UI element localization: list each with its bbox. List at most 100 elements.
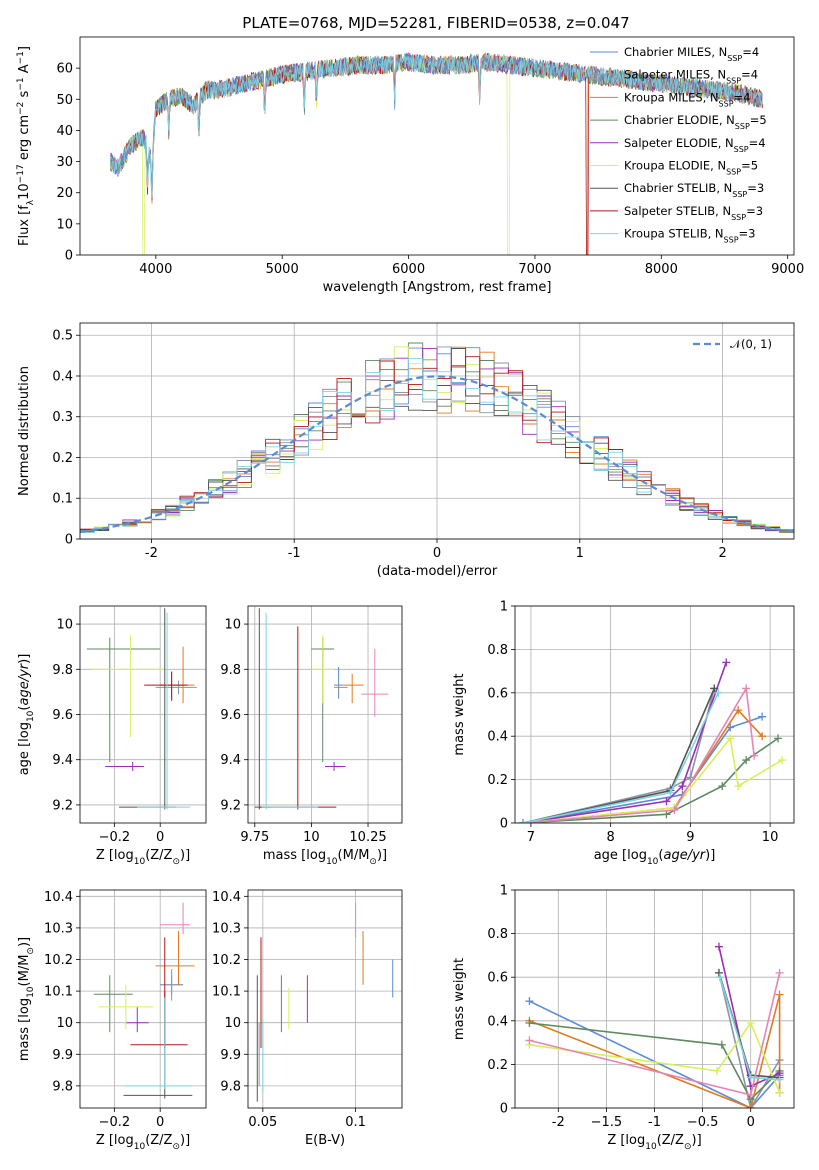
data-point-marker [726, 734, 735, 743]
spectrum-panel: 4000 5000 6000 7000 8000 9000 0 10 20 30 40 50 60 wav… [16, 36, 804, 295]
label-part: Salpeter MILES, N [624, 68, 726, 82]
x-axis-label: age [log10(age/yr)] [594, 848, 716, 867]
figure-title: PLATE=0768, MJD=52281, FIBERID=0538, z=0… [242, 14, 629, 32]
y-axis-label: Normed distribution [17, 366, 32, 496]
label-part: Salpeter STELIB, N [624, 204, 731, 218]
data-point-marker [775, 990, 784, 999]
data-point-marker [746, 1104, 755, 1108]
axes-frame [247, 605, 403, 824]
mass-weight-vs-Z-panel: -2 −1.5 -1 −0.5 0 0 0.2 0.4 0.6 0.8 1 Z [log10(Z/Z⊙… [452, 884, 795, 1152]
y-tick-label: 0.2 [487, 773, 508, 788]
legend-entry: Salpeter MILES, NSSP=4 [624, 68, 758, 86]
x-tick-label: 8000 [645, 262, 678, 277]
errorbar-point [361, 648, 389, 717]
label-part: Z [log [96, 848, 134, 863]
label-part: )] [17, 654, 32, 664]
x-tick-label: 10.25 [349, 830, 386, 845]
axes-frame [79, 36, 795, 256]
y-tick-label: 10.2 [212, 953, 241, 968]
data-point-marker [714, 688, 723, 697]
errorbar-point [311, 635, 335, 704]
label-part: ⊙ [172, 1142, 180, 1152]
y-tick-label: 0.8 [487, 927, 508, 942]
legend-entry: Chabrier STELIB, NSSP=3 [624, 181, 764, 199]
data-point-marker [758, 732, 767, 741]
errorbar-point [137, 612, 190, 810]
data-point-marker [714, 968, 723, 977]
data-point-marker [670, 805, 679, 814]
label-part: mass [log [263, 848, 326, 863]
data-point-marker [758, 712, 767, 721]
label-part: 10 [17, 183, 32, 200]
data-point-marker [734, 706, 743, 715]
y-tick-label: 10.1 [212, 985, 241, 1000]
data-point-marker [662, 810, 671, 819]
x-tick-label: 0 [156, 1115, 164, 1130]
spectrum-line-1 [109, 54, 763, 198]
y-tick-label: 9.4 [52, 753, 73, 768]
series-line-0 [529, 1000, 781, 1108]
label-part: (Z/Z [145, 848, 172, 863]
plots-container: 4000 5000 6000 7000 8000 90000102030405060wav… [16, 36, 804, 1152]
axes-frame [514, 605, 795, 824]
errorbar-point [123, 997, 193, 1090]
x-tick-label: 2 [718, 546, 726, 561]
legend-entry: Kroupa MILES, NSSP=4 [624, 90, 750, 108]
label-part: Flux [f [17, 205, 32, 246]
label-part: −1 [16, 51, 26, 64]
y-tick-label: 10 [224, 618, 241, 633]
y-axis-label: mass weight [452, 673, 467, 755]
data-point-marker [715, 973, 724, 982]
label-part: )] [705, 848, 715, 863]
label-part: age/yr [663, 848, 706, 863]
errorbar-point [98, 984, 154, 1030]
legend-entry: Kroupa STELIB, NSSP=3 [624, 227, 755, 245]
errorbar-point [118, 608, 177, 810]
y-tick-label: 0.8 [487, 643, 508, 658]
label-part: SSP [731, 212, 746, 221]
label-part: )] [377, 848, 387, 863]
label-part: SSP [724, 235, 739, 244]
plot-area [80, 342, 794, 535]
label-part: Kroupa ELODIE, N [624, 159, 726, 173]
label-part: =4 [734, 90, 751, 104]
series-line-5 [529, 1021, 781, 1094]
y-tick-label: 0 [500, 817, 508, 832]
data-point-marker [718, 782, 727, 791]
x-axis-label: (data-model)/error [377, 564, 498, 579]
data-point-marker [713, 1066, 722, 1075]
y-tick-label: 1 [500, 884, 508, 899]
label-part: Kroupa MILES, N [624, 90, 719, 104]
errorbar-point [160, 968, 184, 1001]
data-point-marker [778, 756, 787, 765]
axes-frame [79, 605, 207, 824]
y-tick-label: 0.6 [487, 686, 508, 701]
x-tick-label: −1.5 [591, 1115, 623, 1130]
y-tick-label: 9.9 [52, 1048, 73, 1063]
data-point-marker [734, 782, 743, 791]
label-part: ⊙ [172, 857, 180, 867]
label-part: =4 [741, 68, 758, 82]
label-part: )] [180, 848, 190, 863]
x-axis-label: mass [log10(M/M⊙)] [263, 848, 387, 867]
y-tick-label: 20 [56, 186, 73, 201]
label-part: SSP [719, 99, 734, 108]
label-part: =5 [750, 113, 767, 127]
data-point-marker [774, 734, 783, 743]
y-tick-label: 9.8 [52, 663, 73, 678]
y-tick-label: 10 [56, 1016, 73, 1031]
y-tick-label: 0.2 [52, 451, 73, 466]
legend-entry: Salpeter STELIB, NSSP=3 [624, 204, 763, 222]
y-tick-label: 0.6 [487, 971, 508, 986]
y-tick-label: 0.4 [487, 1014, 508, 1029]
x-axis-label: wavelength [Angstrom, rest frame] [323, 280, 552, 295]
errorbar-point [91, 635, 165, 738]
y-tick-label: 10.2 [44, 953, 73, 968]
y-tick-label: 9.9 [220, 1048, 241, 1063]
x-tick-label: -2 [552, 1115, 565, 1130]
label-part: )] [180, 1133, 190, 1148]
label-part: Chabrier STELIB, N [624, 181, 732, 195]
axes-frame [247, 889, 403, 1109]
y-tick-label: 1 [500, 600, 508, 615]
errorbar-point [130, 937, 188, 1048]
